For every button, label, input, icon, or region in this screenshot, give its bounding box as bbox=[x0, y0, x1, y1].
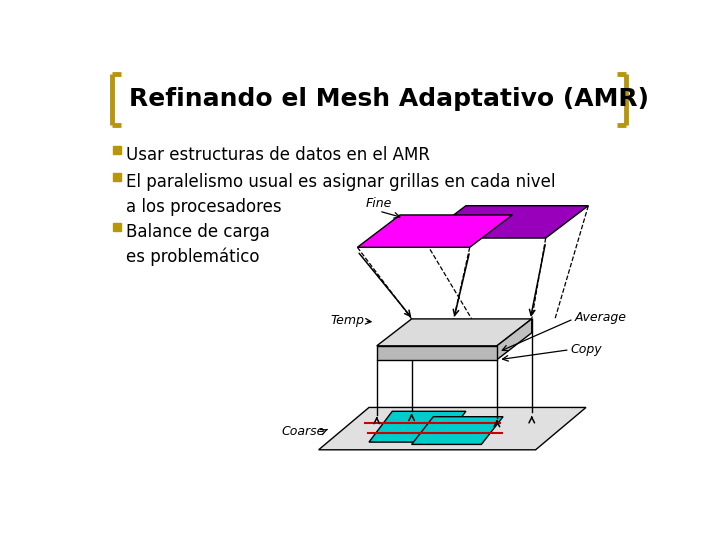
Bar bbox=[113, 146, 121, 154]
Polygon shape bbox=[377, 319, 532, 346]
Polygon shape bbox=[319, 408, 586, 450]
Text: Temp: Temp bbox=[330, 314, 364, 327]
Text: El paralelismo usual es asignar grillas en cada nivel
a los procesadores: El paralelismo usual es asignar grillas … bbox=[127, 173, 556, 215]
Text: Copy: Copy bbox=[570, 343, 602, 356]
Polygon shape bbox=[423, 206, 588, 238]
Polygon shape bbox=[369, 411, 466, 442]
Text: Usar estructuras de datos en el AMR: Usar estructuras de datos en el AMR bbox=[127, 146, 431, 164]
Text: Average: Average bbox=[575, 311, 626, 324]
Polygon shape bbox=[357, 215, 513, 247]
Bar bbox=[113, 173, 121, 181]
Polygon shape bbox=[377, 346, 497, 360]
Bar bbox=[113, 224, 121, 231]
Text: Balance de carga
es problemático: Balance de carga es problemático bbox=[127, 222, 270, 266]
Polygon shape bbox=[497, 319, 532, 360]
Text: Fine: Fine bbox=[366, 197, 392, 210]
Text: Refinando el Mesh Adaptativo (AMR): Refinando el Mesh Adaptativo (AMR) bbox=[129, 87, 649, 111]
Polygon shape bbox=[412, 417, 503, 444]
Text: Coarse: Coarse bbox=[282, 425, 325, 438]
